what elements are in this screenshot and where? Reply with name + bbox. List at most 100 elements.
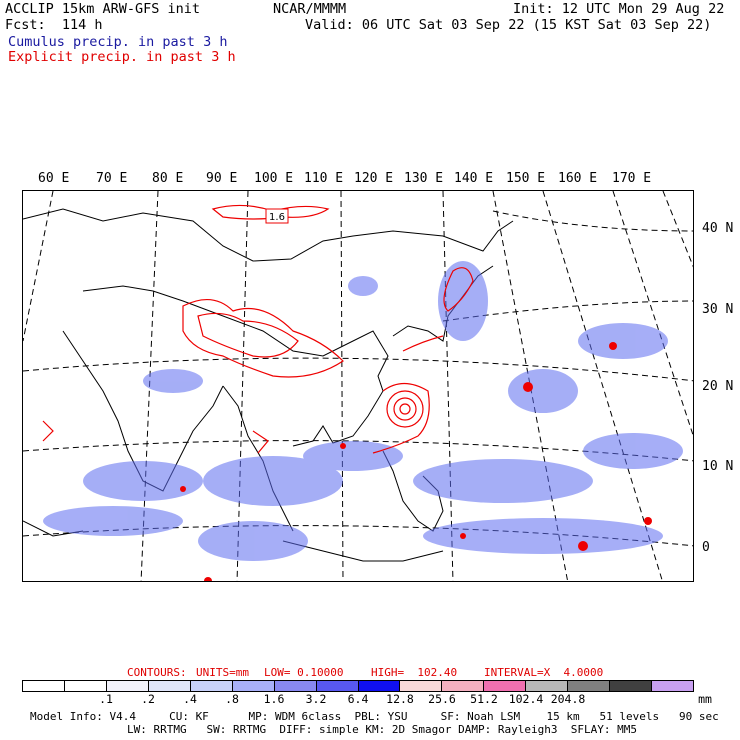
colorbar-tick-label: 51.2: [470, 692, 498, 706]
lon-label-120e: 120 E: [354, 171, 394, 186]
lon-label-90e: 90 E: [206, 171, 238, 186]
colorbar-swatch: [484, 681, 527, 691]
meridian-line: [612, 191, 693, 437]
colorbar-tick-label: .2: [141, 692, 155, 706]
precip-area: [143, 369, 203, 393]
colorbar-swatch: [106, 681, 149, 691]
contour-label-text: 1.6: [269, 212, 285, 223]
precip-area: [508, 369, 578, 413]
typhoon-contour: [393, 397, 417, 421]
precip-area: [43, 506, 183, 536]
colorbar-swatch: [316, 681, 359, 691]
lat-label-0: 0: [702, 540, 710, 555]
border-line: [23, 208, 514, 262]
lon-label-130e: 130 E: [404, 171, 444, 186]
lat-label-40n: 40 N: [702, 221, 734, 236]
lat-label-30n: 30 N: [702, 302, 734, 317]
precip-map: 1.6: [22, 190, 694, 582]
colorbar-swatch: [400, 681, 443, 691]
colorbar-tick-label: .8: [225, 692, 239, 706]
precip-contour: [402, 335, 444, 352]
lon-label-170e: 170 E: [612, 171, 652, 186]
colorbar-tick-label: 1.6: [263, 692, 285, 706]
contours-title: CONTOURS:: [127, 666, 187, 679]
colorbar-tick-label: 204.8: [550, 692, 586, 706]
precip-contour: [252, 430, 269, 454]
parallel-line: [492, 210, 693, 232]
island-line: [282, 540, 444, 562]
lon-label-150e: 150 E: [506, 171, 546, 186]
contours-high: HIGH= 102.40: [371, 666, 458, 679]
explicit-precip-cells: [180, 342, 652, 581]
meridian-line: [236, 191, 249, 581]
meridian-line: [662, 191, 693, 268]
colorbar-swatch: [274, 681, 317, 691]
lon-label-110e: 110 E: [304, 171, 344, 186]
org-label: NCAR/MMMM: [273, 1, 347, 17]
colorbar-tick-label: .4: [183, 692, 197, 706]
colorbar-tick-label: 25.6: [428, 692, 456, 706]
colorbar-tick-label: 3.2: [305, 692, 327, 706]
colorbar-tick-label: .1: [99, 692, 113, 706]
map-canvas: 1.6: [23, 191, 693, 581]
colorbar-swatch: [64, 681, 107, 691]
parallel-line: [23, 440, 693, 462]
physics-info-line: LW: RRTMG SW: RRTMG DIFF: simple KM: 2D …: [127, 723, 637, 736]
colorbar-tick-label: 102.4: [508, 692, 544, 706]
explicit-legend: Explicit precip. in past 3 h: [8, 49, 236, 65]
precip-area: [303, 441, 403, 471]
precip-cell: [609, 342, 617, 350]
lon-label-140e: 140 E: [454, 171, 494, 186]
colorbar-swatch: [610, 681, 653, 691]
model-info-line: Model Info: V4.4 CU: KF MP: WDM 6class P…: [30, 710, 719, 723]
meridian-line: [23, 191, 54, 342]
lat-label-20n: 20 N: [702, 379, 734, 394]
cumulus-legend: Cumulus precip. in past 3 h: [8, 34, 228, 50]
precip-cell: [523, 382, 533, 392]
parallel-line: [23, 357, 693, 382]
precip-contour: [197, 312, 299, 358]
meridian-line: [542, 191, 663, 581]
contour-label: 1.6: [265, 208, 289, 224]
contour-label-box: [265, 208, 289, 224]
lon-label-70e: 70 E: [96, 171, 128, 186]
graticule: [23, 191, 693, 581]
precip-area: [583, 433, 683, 469]
precip-contour: [42, 420, 54, 442]
precip-area: [348, 276, 378, 296]
precip-area: [83, 461, 203, 501]
lon-label-160e: 160 E: [558, 171, 598, 186]
precip-area: [578, 323, 668, 359]
contours-interval: INTERVAL=X 4.0000: [484, 666, 604, 679]
color-scale-bar: [22, 680, 694, 692]
precip-cell: [460, 533, 466, 539]
init-time: Init: 12 UTC Mon 29 Aug 22: [513, 1, 725, 17]
precip-cell: [180, 486, 186, 492]
colorbar-tick-label: 6.4: [347, 692, 369, 706]
precip-area: [438, 261, 488, 341]
colorbar-swatch: [190, 681, 233, 691]
forecast-hour: Fcst: 114 h: [5, 17, 103, 33]
precip-contour: [211, 204, 330, 220]
lon-label-60e: 60 E: [38, 171, 70, 186]
precip-cell: [644, 517, 652, 525]
meridian-line: [492, 191, 569, 581]
model-title: ACCLIP 15km ARW-GFS init: [5, 1, 201, 17]
lon-label-80e: 80 E: [152, 171, 184, 186]
lon-label-100e: 100 E: [254, 171, 294, 186]
colorbar-units: mm: [698, 692, 712, 706]
typhoon-contour: [372, 382, 430, 454]
precip-cell: [578, 541, 588, 551]
colorbar-tick-label: 12.8: [386, 692, 414, 706]
colorbar-swatch: [442, 681, 485, 691]
meridian-line: [340, 191, 344, 581]
precip-area: [203, 456, 343, 506]
lat-label-10n: 10 N: [702, 459, 734, 474]
precip-area: [413, 459, 593, 503]
colorbar-swatch: [526, 681, 569, 691]
colorbar-swatch: [568, 681, 611, 691]
precip-contour: [443, 267, 474, 312]
valid-time: Valid: 06 UTC Sat 03 Sep 22 (15 KST Sat …: [305, 17, 712, 33]
cumulus-precip: [43, 261, 683, 561]
typhoon-contour: [399, 403, 411, 415]
